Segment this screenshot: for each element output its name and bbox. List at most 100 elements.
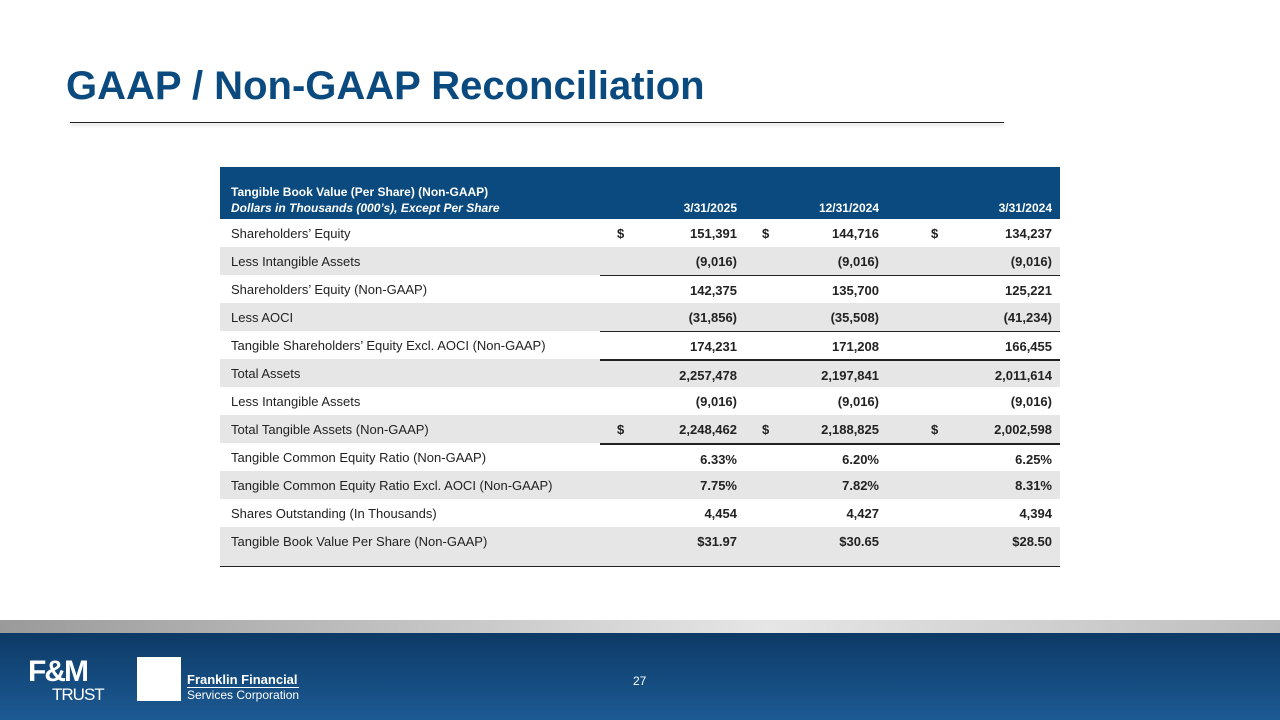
cell-value: (9,016) — [695, 394, 737, 409]
table-cell: $134,237 — [887, 219, 1060, 247]
table-row: Tangible Book Value Per Share (Non-GAAP)… — [220, 527, 1060, 567]
cell-value: 142,375 — [690, 283, 737, 298]
table-row: Shares Outstanding (In Thousands) 4,454 4,… — [220, 499, 1060, 527]
cell-value: 166,455 — [1005, 339, 1052, 354]
cell-value: 2,011,614 — [994, 368, 1052, 383]
table-row: Less Intangible Assets (9,016) (9,016) (9,0… — [220, 247, 1060, 275]
currency-symbol: $ — [931, 226, 939, 241]
table-cell: $2,188,825 — [745, 415, 887, 443]
logo-icon — [137, 657, 181, 701]
logo-text: F&M — [28, 655, 89, 688]
table-row: Tangible Shareholders’ Equity Excl. AOCI… — [220, 331, 1060, 359]
table-cell: 6.20% — [745, 443, 887, 473]
currency-symbol: $ — [617, 226, 625, 241]
cell-value: 7.75% — [700, 478, 737, 493]
cell-value: 151,391 — [690, 226, 737, 241]
row-label: Tangible Common Equity Ratio (Non-GAAP) — [231, 450, 487, 465]
column-header: 3/31/2024 — [998, 201, 1052, 215]
table-cell: (9,016) — [745, 387, 887, 415]
table-row: Shareholders’ Equity (Non-GAAP) 142,375 13… — [220, 275, 1060, 303]
table-cell: 7.75% — [600, 471, 745, 499]
table-header: Tangible Book Value (Per Share) (Non-GAA… — [220, 167, 1060, 219]
cell-value: 4,394 — [1019, 506, 1052, 521]
cell-value: 144,716 — [832, 226, 879, 241]
cell-value: 2,248,462 — [679, 422, 737, 437]
table-row: Tangible Common Equity Ratio (Non-GAAP) 6… — [220, 443, 1060, 471]
cell-value: 2,188,825 — [821, 422, 879, 437]
cell-value: 2,002,598 — [994, 422, 1052, 437]
cell-value: 6.33% — [700, 452, 737, 467]
table-cell: (35,508) — [745, 303, 887, 331]
title-rule — [70, 122, 1004, 123]
table-cell: $144,716 — [745, 219, 887, 247]
cell-value: (9,016) — [1010, 394, 1052, 409]
currency-symbol: $ — [617, 422, 625, 437]
table-cell: $28.50 — [887, 527, 1060, 566]
table-row: Less AOCI (31,856) (35,508) (41,234) — [220, 303, 1060, 331]
cell-value: 2,257,478 — [679, 368, 737, 383]
cell-value: 6.20% — [842, 452, 879, 467]
table-row: Less Intangible Assets (9,016) (9,016) (9,0… — [220, 387, 1060, 415]
row-label: Shares Outstanding (In Thousands) — [231, 506, 437, 521]
table-cell: 174,231 — [600, 331, 745, 360]
table-cell: (9,016) — [600, 247, 745, 275]
cell-value: 135,700 — [832, 283, 879, 298]
table-cell: 4,454 — [600, 499, 745, 527]
row-label: Less AOCI — [231, 310, 294, 325]
table-cell: 171,208 — [745, 331, 887, 360]
cell-value: (35,508) — [830, 310, 879, 325]
page-number: 27 — [633, 674, 647, 688]
row-label: Shareholders’ Equity — [231, 226, 351, 241]
table-cell: $151,391 — [600, 219, 745, 247]
table-cell: 125,221 — [887, 275, 1060, 304]
logo-text: TRUST — [52, 685, 105, 704]
table-cell: 135,700 — [745, 275, 887, 304]
table-cell: $31.97 — [600, 527, 745, 566]
table-cell: (9,016) — [600, 387, 745, 415]
table-row: Tangible Common Equity Ratio Excl. AOCI … — [220, 471, 1060, 499]
cell-value: 2,197,841 — [821, 368, 879, 383]
cell-value: 7.82% — [842, 478, 879, 493]
table-cell: 142,375 — [600, 275, 745, 304]
logo-rule — [187, 687, 299, 688]
cell-value: 4,427 — [846, 506, 879, 521]
cell-value: 4,454 — [704, 506, 737, 521]
table-cell: (9,016) — [745, 247, 887, 275]
table-cell: 2,011,614 — [887, 359, 1060, 389]
cell-value: (9,016) — [1010, 254, 1052, 269]
table-cell: $2,002,598 — [887, 415, 1060, 443]
cell-value: $30.65 — [839, 534, 879, 549]
cell-value: 174,231 — [690, 339, 737, 354]
logo-text: Services Corporation — [187, 688, 300, 702]
cell-value: 8.31% — [1015, 478, 1052, 493]
table-cell: 6.33% — [600, 443, 745, 473]
currency-symbol: $ — [762, 422, 770, 437]
row-label: Shareholders’ Equity (Non-GAAP) — [231, 282, 428, 297]
footer: F&M TRUST Franklin Financial Services Co… — [0, 633, 1280, 720]
table-row: Shareholders’ Equity $151,391 $144,716 $134… — [220, 219, 1060, 247]
table-cell: (31,856) — [600, 303, 745, 331]
cell-value: 134,237 — [1005, 226, 1052, 241]
table-cell: 166,455 — [887, 331, 1060, 360]
title: GAAP / Non-GAAP Reconciliation — [66, 64, 705, 108]
cell-value: 6.25% — [1015, 452, 1052, 467]
table-cell: $30.65 — [745, 527, 887, 566]
cell-value: 125,221 — [1005, 283, 1052, 298]
table-cell: 2,257,478 — [600, 359, 745, 389]
table: Tangible Book Value (Per Share) (Non-GAA… — [220, 167, 1060, 567]
row-label: Less Intangible Assets — [231, 254, 361, 269]
table-cell: 8.31% — [887, 471, 1060, 499]
footer-band — [0, 620, 1280, 633]
table-cell: (9,016) — [887, 247, 1060, 275]
cell-value: (31,856) — [688, 310, 737, 325]
table-cell: $2,248,462 — [600, 415, 745, 443]
table-cell: (9,016) — [887, 387, 1060, 415]
table-cell: 7.82% — [745, 471, 887, 499]
cell-value: (41,234) — [1003, 310, 1052, 325]
row-label: Tangible Shareholders’ Equity Excl. AOCI… — [231, 338, 546, 353]
cell-value: (9,016) — [695, 254, 737, 269]
table-row: Total Tangible Assets (Non-GAAP) $2,248,4… — [220, 415, 1060, 443]
row-label: Total Assets — [231, 366, 301, 381]
table-cell: 2,197,841 — [745, 359, 887, 389]
